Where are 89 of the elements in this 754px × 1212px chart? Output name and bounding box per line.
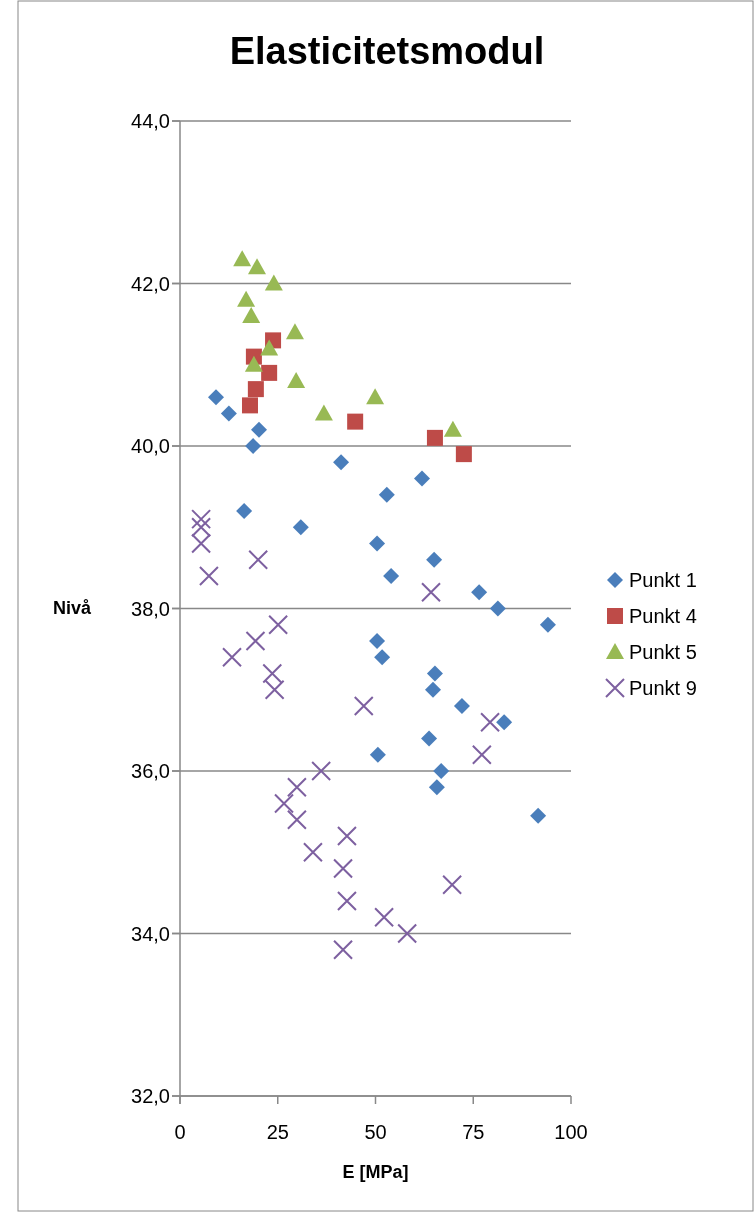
legend-label: Punkt 9 [629, 677, 697, 699]
point [539, 616, 556, 633]
point [191, 533, 212, 554]
chart-title: Elasticitetsmodul [229, 30, 545, 72]
point [222, 647, 242, 668]
point [424, 681, 441, 698]
y-tick-label: 32,0 [131, 1085, 170, 1107]
point [242, 307, 261, 323]
y-tick-label: 40,0 [131, 435, 170, 457]
point [264, 679, 285, 700]
point [353, 696, 374, 716]
point [260, 339, 279, 356]
point [453, 698, 470, 714]
point [426, 551, 443, 568]
point [433, 763, 450, 779]
point [374, 907, 395, 928]
point [292, 519, 309, 536]
point [378, 486, 395, 503]
point [471, 584, 488, 601]
point [247, 381, 264, 398]
point [369, 746, 386, 763]
legend-label: Punkt 4 [629, 605, 697, 627]
point [285, 323, 304, 340]
point [366, 388, 385, 405]
point [336, 891, 357, 911]
point [302, 842, 323, 863]
point [245, 438, 262, 454]
point [369, 633, 386, 649]
point [336, 826, 357, 846]
x-axis-title: E [MPa] [342, 1162, 409, 1182]
point [530, 807, 547, 824]
point [480, 712, 501, 733]
y-tick-label: 44,0 [131, 110, 170, 132]
point [455, 446, 472, 463]
point [261, 364, 278, 381]
point [233, 250, 252, 267]
point [421, 730, 438, 747]
x-tick-label: 25 [266, 1121, 289, 1143]
point [207, 389, 224, 406]
point [274, 793, 295, 814]
point [241, 397, 258, 414]
point [237, 290, 256, 307]
y-tick-label: 34,0 [131, 922, 170, 945]
point [443, 420, 462, 437]
y-tick-label: 36,0 [131, 760, 170, 782]
point [248, 549, 269, 570]
point [198, 566, 219, 586]
x-tick-label: 100 [554, 1121, 588, 1143]
point [333, 454, 350, 471]
y-tick-label: 38,0 [131, 597, 170, 620]
point [311, 761, 332, 781]
point [191, 509, 212, 530]
y-tick-label: 42,0 [131, 272, 170, 295]
point [333, 858, 354, 879]
point [397, 923, 418, 944]
point [414, 470, 431, 487]
point [426, 665, 443, 682]
point [347, 413, 364, 430]
point [426, 429, 443, 446]
x-tick-label: 75 [462, 1121, 485, 1143]
x-tick-label: 50 [364, 1121, 387, 1143]
point [496, 714, 513, 731]
y-axis-title: Nivå [52, 598, 92, 618]
point [471, 744, 492, 765]
point [489, 600, 506, 617]
point [287, 372, 306, 388]
point [428, 779, 445, 796]
point [262, 663, 283, 684]
point [421, 582, 442, 603]
point [191, 517, 212, 538]
point [314, 404, 333, 421]
point [442, 874, 463, 895]
point [244, 355, 263, 372]
point [248, 258, 267, 275]
point [245, 631, 266, 651]
point [383, 568, 400, 584]
point [236, 503, 253, 519]
point [264, 274, 283, 291]
point [369, 535, 386, 552]
point [333, 939, 354, 960]
point [220, 405, 237, 422]
legend-label: Punkt 5 [629, 641, 697, 663]
point [374, 649, 391, 666]
point [286, 809, 307, 830]
point [250, 421, 267, 438]
x-tick-label: 0 [174, 1121, 186, 1143]
legend-label: Punkt 1 [629, 569, 697, 591]
point [286, 777, 307, 798]
point [268, 614, 289, 635]
